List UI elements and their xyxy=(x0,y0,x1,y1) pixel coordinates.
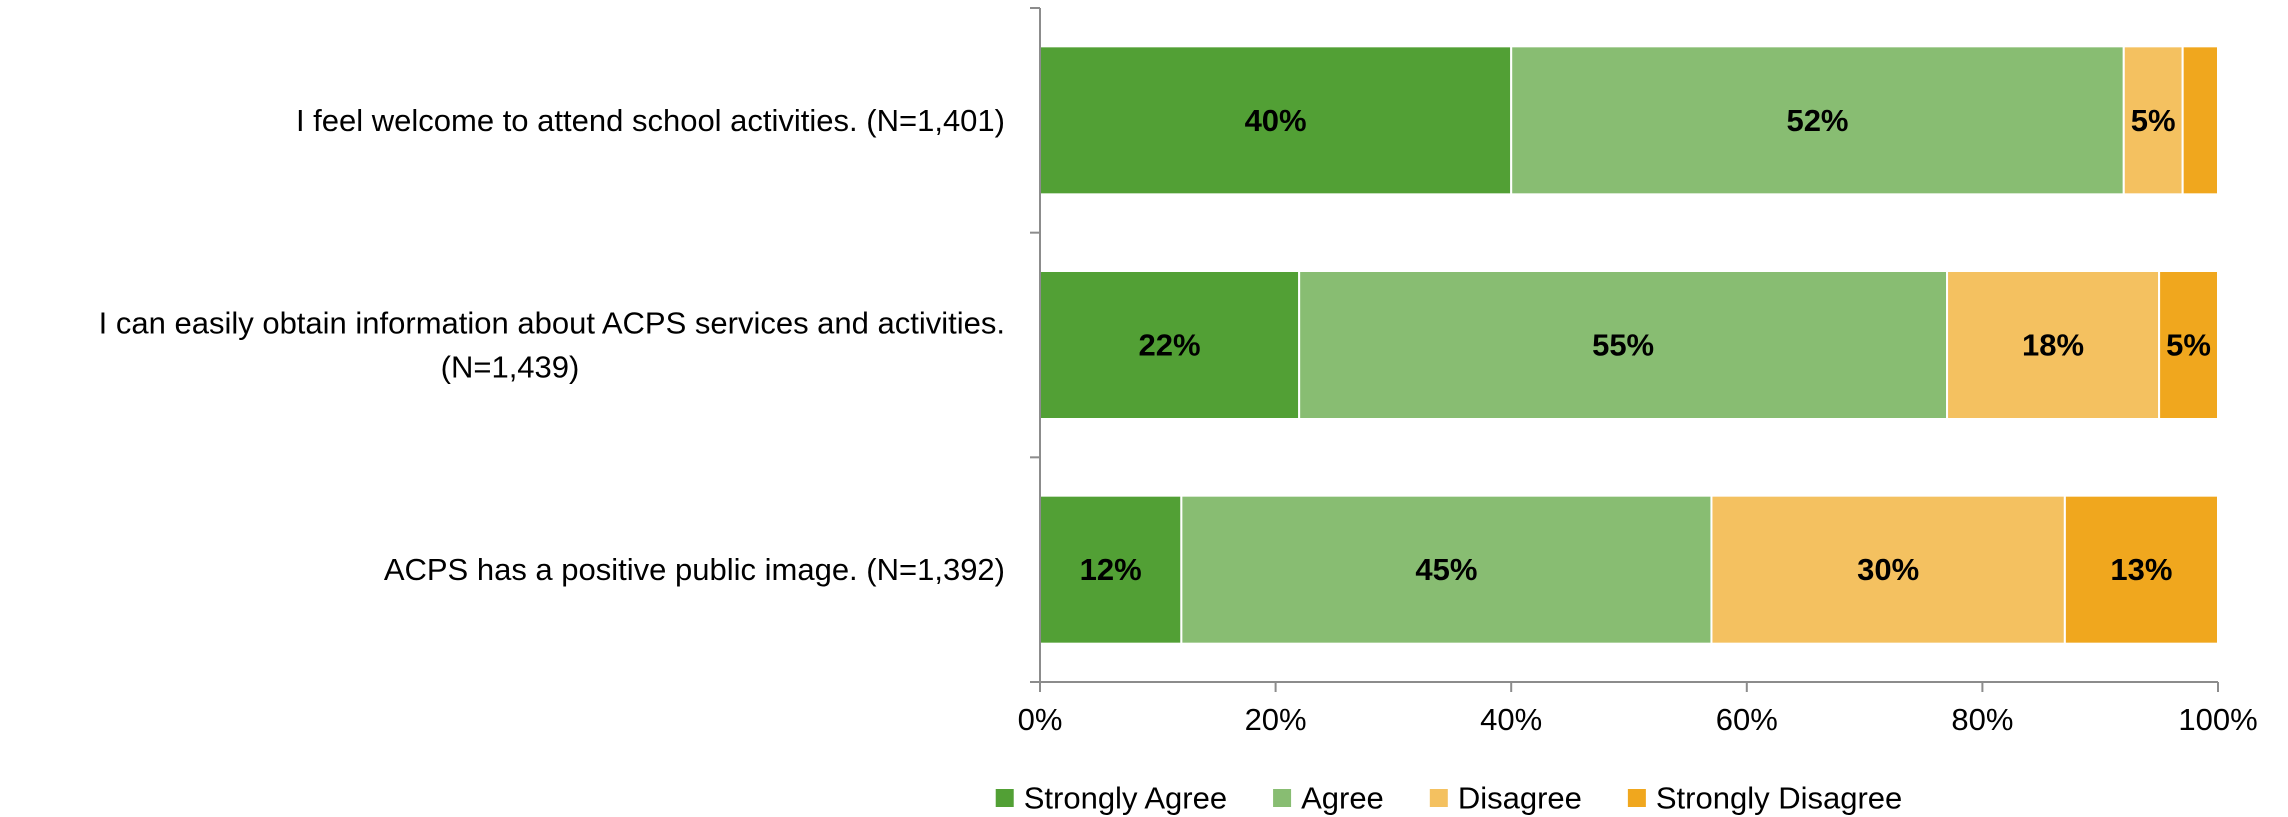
x-tick-label: 20% xyxy=(1245,702,1307,737)
bar-segment xyxy=(1510,45,2125,196)
data-label: 52% xyxy=(1786,103,1848,138)
bar-segment xyxy=(2181,45,2219,196)
category-label: I can easily obtain information about AC… xyxy=(99,306,1005,341)
data-label: 40% xyxy=(1245,103,1307,138)
legend-label: Agree xyxy=(1301,781,1384,816)
legend-swatch xyxy=(1627,789,1646,807)
data-label: 5% xyxy=(2166,328,2211,363)
category-label: (N=1,439) xyxy=(441,350,580,385)
data-label: 12% xyxy=(1080,552,1142,587)
data-label: 45% xyxy=(1415,552,1477,587)
bar-segment xyxy=(1946,270,2161,420)
legend-label: Strongly Disagree xyxy=(1656,781,1902,816)
legend-swatch xyxy=(1273,789,1292,807)
label-layer: 40% 52% 5% I feel welcome to attend school … xyxy=(99,103,2211,587)
category-label: I feel welcome to attend school activiti… xyxy=(296,103,1005,138)
legend-label: Strongly Agree xyxy=(1024,781,1227,816)
bar-segment xyxy=(1039,45,1513,196)
data-label: 30% xyxy=(1857,552,1919,587)
legend-swatch xyxy=(995,789,1014,807)
x-tick-label: 40% xyxy=(1480,702,1542,737)
data-label: 22% xyxy=(1139,328,1201,363)
bar-segment xyxy=(1298,270,1949,420)
data-label: 18% xyxy=(2022,328,2084,363)
bar-segment xyxy=(1180,494,1713,645)
x-tick-label: 0% xyxy=(1018,702,1063,737)
x-tick-label: 60% xyxy=(1716,702,1778,737)
axis-layer: 0% 20% 40% 60% 80% 100% xyxy=(1018,7,2258,737)
data-label: 55% xyxy=(1592,328,1654,363)
legend-item: Strongly Disagree xyxy=(1627,781,1902,816)
legend-label: Disagree xyxy=(1458,781,1582,816)
data-label: 13% xyxy=(2110,552,2172,587)
legend: Strongly Agree Agree Disagree Strongly Disa… xyxy=(995,781,1902,816)
data-label: 5% xyxy=(2131,103,2176,138)
bar-segment xyxy=(2063,494,2220,645)
legend-item: Strongly Agree xyxy=(995,781,1227,816)
bar-segment xyxy=(1039,270,1301,420)
bar-segment xyxy=(2122,45,2184,196)
bar-segment xyxy=(2158,270,2220,420)
x-tick-label: 100% xyxy=(2178,702,2257,737)
legend-item: Agree xyxy=(1273,781,1384,816)
legend-swatch xyxy=(1429,789,1448,807)
legend-item: Disagree xyxy=(1429,781,1582,816)
x-tick-label: 80% xyxy=(1951,702,2013,737)
bars-layer xyxy=(1039,45,2220,645)
category-label: ACPS has a positive public image. (N=1,3… xyxy=(384,552,1005,587)
